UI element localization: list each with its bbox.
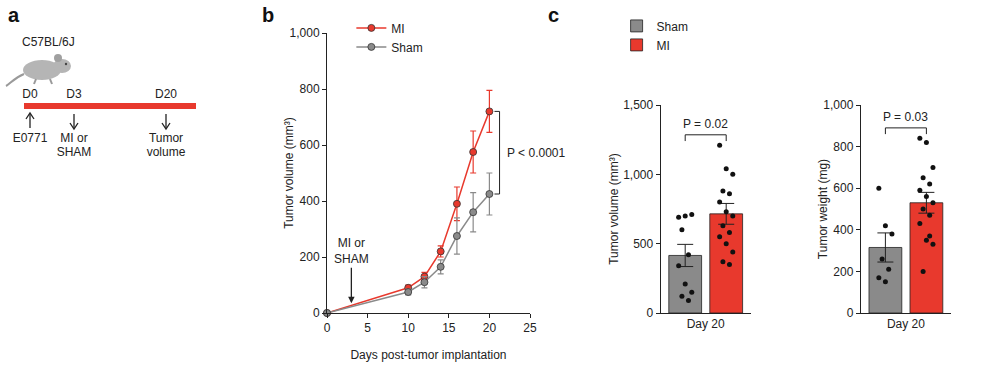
svg-text:600: 600 xyxy=(833,181,853,195)
svg-text:5: 5 xyxy=(364,321,371,335)
svg-text:0: 0 xyxy=(647,306,654,320)
svg-text:0: 0 xyxy=(324,321,331,335)
svg-text:MI: MI xyxy=(391,22,404,36)
svg-text:400: 400 xyxy=(300,194,320,208)
svg-text:Tumor volume (mm³): Tumor volume (mm³) xyxy=(282,117,296,229)
svg-text:Day 20: Day 20 xyxy=(687,317,725,331)
svg-text:MI orSHAM: MI orSHAM xyxy=(334,236,369,266)
svg-text:D20: D20 xyxy=(155,87,177,101)
svg-text:800: 800 xyxy=(833,140,853,154)
svg-text:0: 0 xyxy=(847,306,854,320)
svg-text:P = 0.03: P = 0.03 xyxy=(883,110,928,124)
svg-text:800: 800 xyxy=(300,82,320,96)
svg-text:25: 25 xyxy=(523,321,537,335)
svg-text:Days post-tumor implantation: Days post-tumor implantation xyxy=(350,348,506,362)
svg-text:D3: D3 xyxy=(66,87,82,101)
html-text:a: a xyxy=(8,4,20,26)
svg-text:1,500: 1,500 xyxy=(623,98,653,112)
svg-text:200: 200 xyxy=(300,250,320,264)
svg-text:Day 20: Day 20 xyxy=(887,317,925,331)
svg-text:Tumor weight (mg): Tumor weight (mg) xyxy=(816,159,830,259)
html-text:b: b xyxy=(262,4,275,26)
svg-text:20: 20 xyxy=(483,321,497,335)
svg-text:Sham: Sham xyxy=(391,41,422,55)
svg-text:P < 0.0001: P < 0.0001 xyxy=(507,146,565,160)
svg-text:SHAM: SHAM xyxy=(57,145,92,159)
svg-text:1,000: 1,000 xyxy=(623,168,653,182)
svg-text:D0: D0 xyxy=(22,87,38,101)
svg-text:1,000: 1,000 xyxy=(290,26,320,40)
svg-text:600: 600 xyxy=(300,138,320,152)
svg-text:1,000: 1,000 xyxy=(823,98,853,112)
svg-text:Tumor: Tumor xyxy=(149,131,183,145)
svg-text:10: 10 xyxy=(402,321,416,335)
svg-text:15: 15 xyxy=(442,321,456,335)
svg-text:200: 200 xyxy=(833,265,853,279)
svg-text:P = 0.02: P = 0.02 xyxy=(683,117,728,131)
svg-text:MI or: MI or xyxy=(60,131,87,145)
svg-text:Sham: Sham xyxy=(657,20,688,34)
svg-text:C57BL/6J: C57BL/6J xyxy=(22,35,75,49)
svg-text:E0771: E0771 xyxy=(13,131,48,145)
svg-text:500: 500 xyxy=(633,237,653,251)
html-text:c: c xyxy=(548,4,560,26)
svg-text:MI: MI xyxy=(657,39,670,53)
svg-text:0: 0 xyxy=(313,306,320,320)
svg-text:400: 400 xyxy=(833,223,853,237)
svg-text:Tumor volume (mm³): Tumor volume (mm³) xyxy=(607,153,621,265)
svg-text:volume: volume xyxy=(147,145,186,159)
